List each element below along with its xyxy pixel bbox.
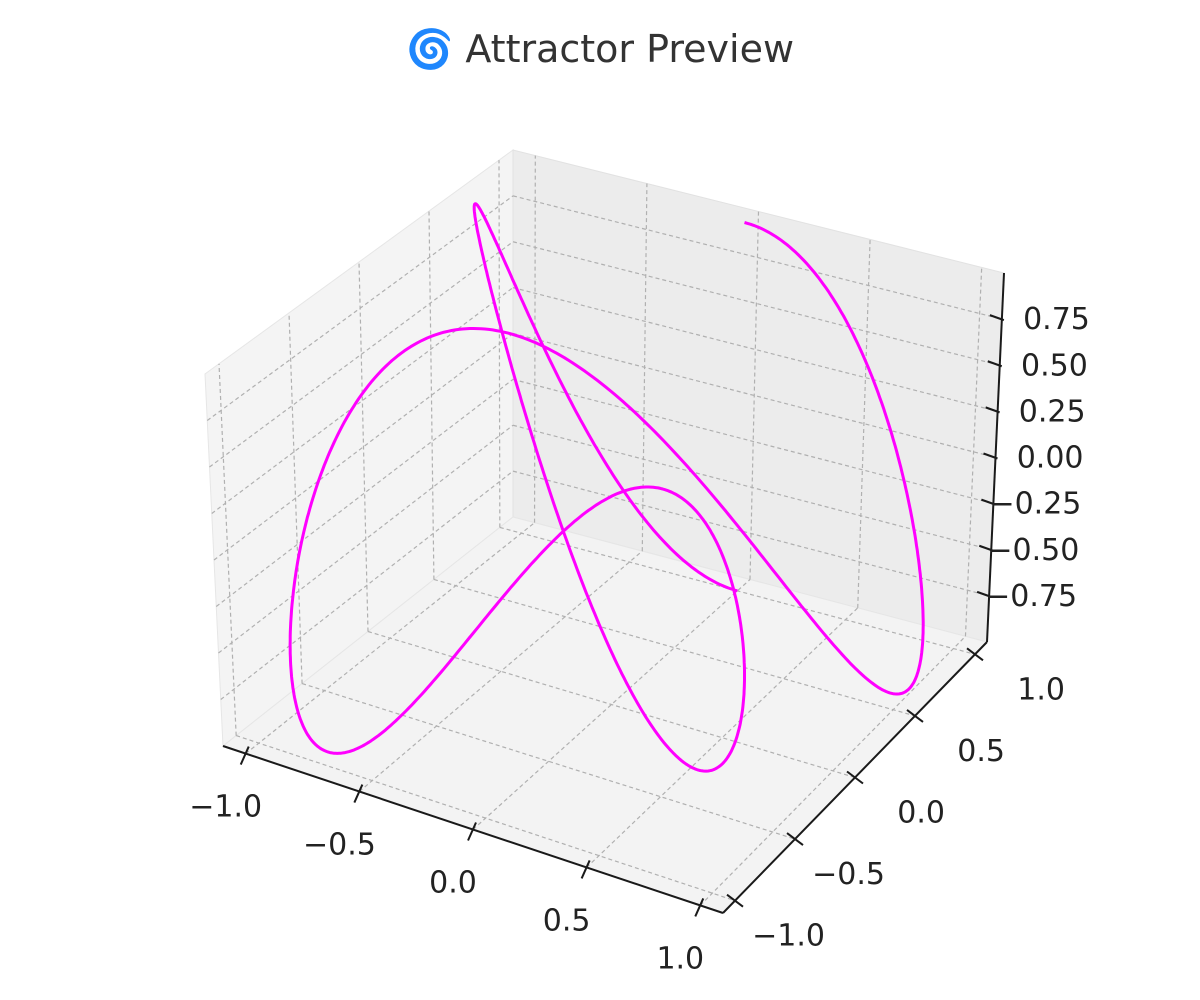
x-tick-mark-1 [353,784,364,803]
grid-line-z-back-0 [512,470,990,597]
x-tick-mark-0 [239,746,250,765]
grid-line-z-left-2 [215,378,514,607]
y-tick-mark-4 [966,647,984,662]
z-tick-mark-0 [976,590,992,598]
grid-lines [206,155,1003,906]
grid-line-x-floor-2 [472,579,751,830]
z-tick-label-6: 0.75 [1023,302,1090,337]
z-tick-mark-2 [981,498,996,506]
z-tick-mark-6 [989,314,1005,322]
z-tick-mark-3 [983,452,998,460]
grid-line-z-left-1 [218,424,514,654]
grid-line-y-left-3 [428,211,435,580]
grid-line-y-left-0 [218,363,237,736]
x-tick-mark-3 [580,860,591,879]
grid-line-z-back-1 [512,424,992,551]
grid-line-z-left-6 [206,195,514,421]
grid-line-y-floor-3 [433,578,916,717]
y-tick-mark-1 [786,832,804,846]
y-tick-label-4: 1.0 [1017,672,1065,707]
x-tick-label-1: −0.5 [303,828,376,863]
z-tick-label-3: 0.00 [1017,441,1084,476]
y-tick-mark-0 [726,893,744,908]
grid-line-z-back-4 [512,287,998,412]
grid-line-y-left-1 [288,312,303,684]
z-tick-label-0: −0.75 [985,579,1077,614]
z-tick-label-2: −0.25 [989,487,1081,522]
z-tick-mark-1 [978,544,994,552]
grid-line-y-left-2 [358,261,369,632]
x-tick-label-4: 1.0 [656,941,704,976]
y-tick-label-1: −0.5 [812,857,885,892]
grid-line-z-back-6 [512,195,1003,320]
x-tick-mark-2 [467,822,477,841]
grid-line-z-back-2 [512,378,994,505]
series-line-0 [288,202,925,773]
grid-line-z-left-0 [220,470,514,700]
x-tick-label-3: 0.5 [543,904,591,939]
z-tick-label-5: 0.50 [1021,348,1088,383]
x-tick-label-0: −1.0 [189,790,262,825]
z-tick-mark-4 [985,406,1000,414]
curve-layer [288,202,925,773]
y-tick-label-0: −1.0 [752,919,825,954]
y-tick-mark-3 [906,709,924,723]
grid-line-y-floor-1 [301,682,796,840]
grid-line-y-floor-0 [235,735,736,902]
grid-line-z-back-3 [512,332,996,459]
grid-line-x-floor-1 [358,550,643,793]
chart-title: 🌀 Attractor Preview [406,26,794,71]
y-tick-label-3: 0.5 [957,734,1005,769]
grid-line-x-back-2 [749,211,760,580]
grid-line-x-back-4 [964,267,983,637]
y-tick-label-2: 0.0 [897,796,945,831]
x-tick-mark-4 [694,898,705,917]
z-tick-label-1: −0.50 [987,533,1079,568]
tick-labels: −1.0 −0.5 0.0 0.5 1.0 −1.0 −0.5 0.0 0.5 1.0 −0.75 −… [189,302,1090,976]
grid-line-x-back-3 [857,239,871,608]
x-tick-label-2: 0.0 [429,866,477,901]
grid-line-y-floor-2 [367,630,856,779]
y-tick-mark-2 [846,770,864,785]
z-tick-mark-5 [987,360,1003,368]
z-tick-label-4: 0.25 [1019,394,1086,429]
